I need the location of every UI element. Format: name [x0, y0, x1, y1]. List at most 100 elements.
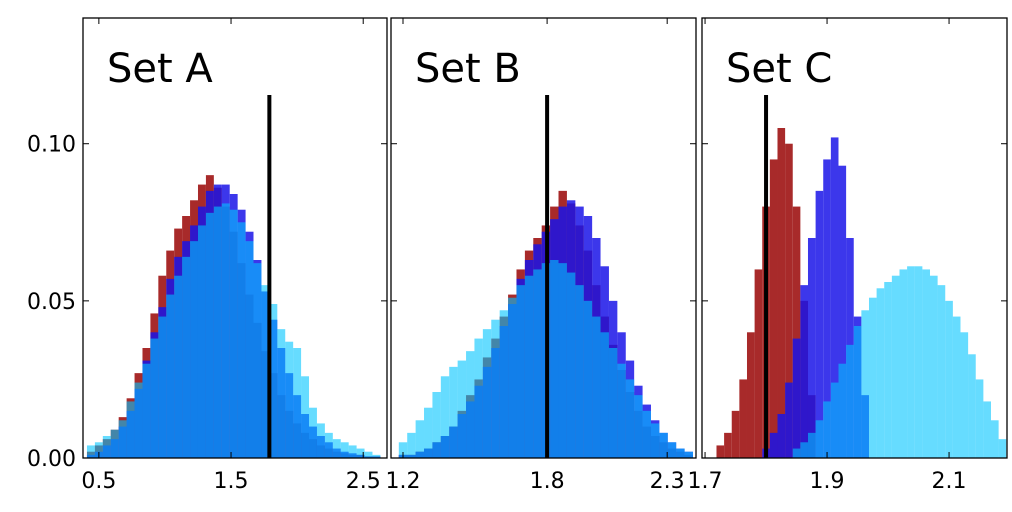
histogram-bar [415, 420, 425, 458]
histogram-bar [340, 442, 349, 458]
histogram-bar [190, 241, 198, 458]
histogram-bar [261, 285, 270, 458]
histogram-bar [884, 282, 892, 458]
histogram-bar [777, 128, 786, 458]
histogram-bar [449, 366, 458, 458]
histogram-bar [398, 442, 408, 458]
histogram-bar [332, 439, 341, 458]
histogram-bar [316, 423, 325, 458]
histogram-bar [800, 442, 808, 458]
histogram-bar [142, 363, 151, 458]
histogram-bar [642, 410, 651, 458]
histogram-bar [792, 338, 801, 458]
histogram-bar [861, 310, 869, 458]
histogram-bar [807, 238, 816, 458]
histogram-bar [815, 420, 824, 458]
x-tick-label: 0.5 [81, 469, 116, 494]
histogram-bar [891, 275, 900, 458]
histogram-bar [922, 269, 930, 458]
histogram-bar [899, 269, 908, 458]
histogram-bar [474, 338, 483, 458]
histogram-bar [110, 429, 119, 458]
panel-frame [390, 17, 697, 459]
histogram-bar [499, 310, 509, 458]
histogram-bar [364, 451, 373, 458]
histogram-bar [440, 376, 450, 458]
histogram-bar [739, 379, 747, 458]
histogram-bar [285, 341, 294, 458]
histogram-bar [929, 275, 938, 458]
histogram-bar [785, 143, 793, 458]
x-tick-label: 2.3 [650, 469, 685, 494]
histogram-bar [676, 448, 685, 458]
histogram-bars [398, 190, 693, 458]
histogram-bar [746, 332, 755, 458]
histogram-bar [785, 382, 793, 458]
histogram-bar [823, 401, 831, 458]
histogram-bar [608, 348, 618, 458]
histogram-bar [823, 159, 831, 458]
histogram-bar [907, 266, 915, 458]
histogram-bar [432, 392, 441, 458]
x-tick-label: 2.5 [346, 469, 381, 494]
histogram-bar [205, 212, 214, 458]
histogram-bar [659, 432, 668, 458]
histogram-bar [221, 203, 230, 458]
histogram-bar [830, 137, 839, 458]
panel-3: 1.7 1.9 2.1 Set C [688, 17, 1008, 494]
histogram-bar [667, 442, 677, 458]
histogram-bar [566, 272, 576, 458]
histogram-bar [990, 420, 999, 458]
histogram-bar [792, 206, 801, 458]
histogram-bar [998, 439, 1007, 458]
histogram-bar [952, 316, 961, 458]
histogram-bar [348, 445, 357, 458]
histogram-bar [724, 432, 732, 458]
histogram-bar [650, 423, 660, 458]
x-tick-label: 2.1 [932, 469, 967, 494]
histogram-bar [838, 363, 847, 458]
histogram-bar [269, 304, 278, 458]
histogram-bar [237, 222, 246, 458]
histogram-bar [118, 420, 127, 458]
panel-title: Set B [415, 46, 521, 92]
histogram-bar [592, 316, 601, 458]
histogram-bar [807, 432, 816, 458]
histogram-bar [309, 407, 317, 458]
histogram-bar [914, 266, 923, 458]
panel-1: 0.5 1.5 2.5 Set A [81, 17, 388, 494]
panel-title: Set C [726, 46, 832, 92]
histogram-bar [524, 275, 534, 458]
x-tick-label: 1.2 [386, 469, 421, 494]
histogram-bar [575, 285, 584, 458]
histogram-bar [550, 260, 559, 458]
histogram-bar [684, 451, 693, 458]
histogram-bar [853, 326, 862, 458]
histogram-bar [777, 414, 786, 458]
y-tick-label: 0.10 [27, 133, 76, 158]
histogram-bar [457, 360, 467, 458]
panel-title: Set A [107, 46, 213, 92]
histogram-bar [600, 332, 609, 458]
histogram-bar [769, 432, 778, 458]
histogram-bar [197, 225, 206, 458]
histogram-bar [134, 382, 143, 458]
histogram-bar [424, 407, 433, 458]
histogram-bar [516, 285, 525, 458]
histogram-bar [491, 319, 500, 458]
histogram-bar [182, 256, 191, 458]
histogram-bar [868, 297, 877, 458]
series-3 [792, 266, 1007, 458]
histogram-bar [253, 263, 262, 458]
histogram-bar [975, 379, 984, 458]
histogram-bar [876, 288, 885, 458]
histogram-bar [937, 285, 946, 458]
panel-frame [82, 17, 388, 459]
histogram-bar [150, 338, 159, 458]
histogram-bars [86, 175, 381, 458]
histogram-bar [372, 454, 381, 458]
histogram-bar [466, 351, 475, 458]
panels-layer: 0.5 1.5 2.5 Set A 1.2 1.8 2.3 Set B 1.7 1.9 2.1 Set… [81, 17, 1008, 494]
histogram-bar [356, 448, 365, 458]
